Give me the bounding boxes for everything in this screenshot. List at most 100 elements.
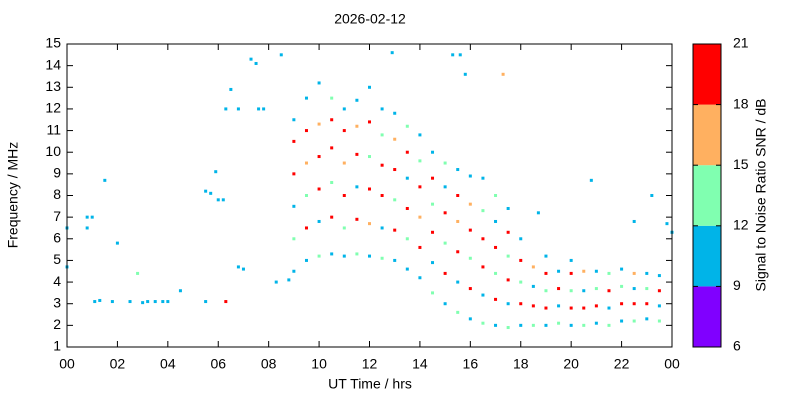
y-axis-label: Frequency / MHz xyxy=(5,142,21,249)
y-tick-label: 11 xyxy=(46,121,61,137)
data-point xyxy=(418,245,422,249)
y-tick-label: 12 xyxy=(45,100,61,116)
data-point xyxy=(342,254,346,258)
data-point xyxy=(594,304,598,308)
y-tick-label: 8 xyxy=(53,186,61,202)
colorbar-segment xyxy=(693,104,721,166)
data-point xyxy=(481,321,485,325)
data-point xyxy=(506,278,510,282)
data-point xyxy=(536,211,540,215)
data-point xyxy=(531,323,535,327)
data-point xyxy=(380,163,384,167)
data-point xyxy=(468,174,472,178)
colorbar-tick-label: 12 xyxy=(733,217,749,233)
data-point xyxy=(342,107,346,111)
data-point xyxy=(317,254,321,258)
data-point xyxy=(380,226,384,230)
data-point xyxy=(481,237,485,241)
data-point xyxy=(368,120,371,124)
data-point xyxy=(93,300,97,304)
data-point xyxy=(443,302,447,306)
data-point xyxy=(569,306,573,310)
data-point xyxy=(380,133,384,137)
data-point xyxy=(236,107,240,111)
y-tick-label: 7 xyxy=(53,208,61,224)
data-point xyxy=(632,219,636,223)
data-point xyxy=(292,139,296,143)
data-point xyxy=(531,265,535,269)
data-point xyxy=(569,271,573,275)
data-point xyxy=(620,319,624,323)
data-point xyxy=(405,150,409,154)
data-point xyxy=(405,206,409,210)
data-point xyxy=(632,287,636,291)
data-point xyxy=(274,280,278,284)
data-point xyxy=(463,72,467,76)
data-point xyxy=(443,211,447,215)
data-point xyxy=(418,159,422,163)
data-point xyxy=(645,271,649,275)
data-point xyxy=(330,96,334,100)
data-point xyxy=(582,289,586,293)
data-point xyxy=(216,198,220,202)
data-point xyxy=(161,300,165,304)
data-point xyxy=(569,323,573,327)
data-point xyxy=(380,256,384,260)
data-point xyxy=(494,297,498,301)
data-point xyxy=(418,215,422,219)
data-point xyxy=(405,267,409,271)
data-point xyxy=(468,228,472,232)
data-point xyxy=(544,271,548,275)
data-point xyxy=(589,178,593,182)
data-point xyxy=(557,287,561,291)
data-point xyxy=(85,226,89,230)
data-point xyxy=(468,256,472,260)
data-point xyxy=(594,287,598,291)
data-point xyxy=(393,258,397,262)
marks xyxy=(65,51,674,330)
data-point xyxy=(221,198,225,202)
data-point xyxy=(494,323,498,327)
data-point xyxy=(393,137,397,141)
x-tick-label: 08 xyxy=(261,356,277,372)
data-point xyxy=(519,302,523,306)
data-point xyxy=(254,61,258,65)
data-point xyxy=(90,215,94,219)
data-point xyxy=(204,189,208,193)
data-point xyxy=(632,319,636,323)
y-tick-label: 4 xyxy=(53,273,61,289)
data-point xyxy=(544,254,548,258)
data-point xyxy=(304,96,308,100)
data-point xyxy=(304,129,308,133)
data-point xyxy=(342,129,346,133)
data-point xyxy=(146,300,150,304)
colorbar: 6 9 12 15 18 21 xyxy=(692,35,749,354)
data-point xyxy=(582,306,586,310)
colorbar-tick-label: 9 xyxy=(733,277,741,293)
data-point xyxy=(494,271,498,275)
x-tick-label: 00 xyxy=(664,356,680,372)
data-point xyxy=(481,293,485,297)
data-point xyxy=(405,176,409,180)
data-point xyxy=(249,57,253,61)
data-point xyxy=(557,321,561,325)
data-point xyxy=(519,323,523,327)
data-point xyxy=(506,254,510,258)
data-point xyxy=(443,161,447,165)
data-point xyxy=(368,85,371,89)
data-point xyxy=(443,241,447,245)
data-point xyxy=(494,219,498,223)
data-point xyxy=(292,204,296,208)
data-point xyxy=(380,107,384,111)
data-point xyxy=(292,118,296,122)
data-point xyxy=(330,118,334,122)
data-point xyxy=(431,176,435,180)
data-point xyxy=(128,300,132,304)
data-point xyxy=(468,287,472,291)
data-point xyxy=(632,271,636,275)
data-point xyxy=(481,176,485,180)
data-point xyxy=(418,185,422,189)
data-point xyxy=(136,271,140,275)
data-point xyxy=(304,226,308,230)
y-tick-label: 3 xyxy=(53,294,61,310)
